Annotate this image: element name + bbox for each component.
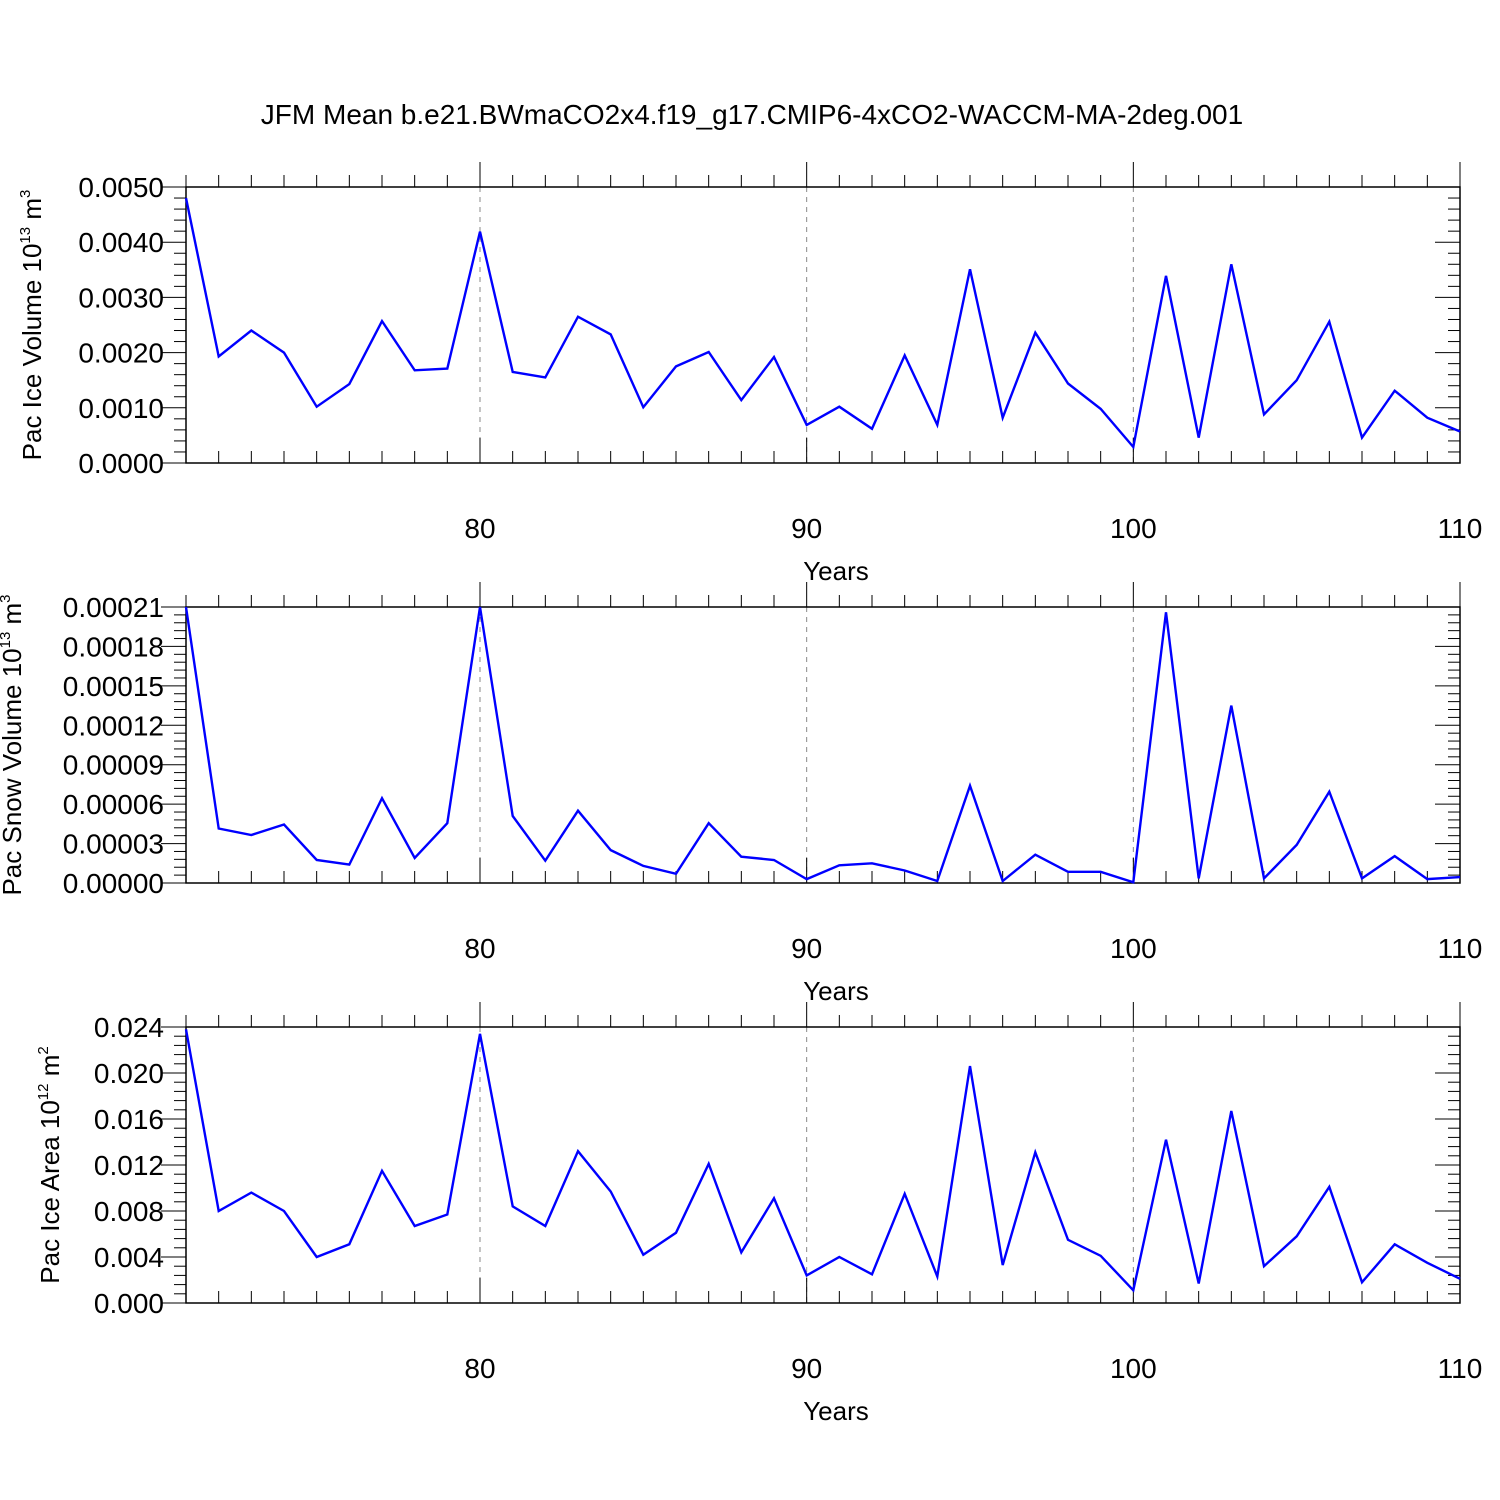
x-tick-label: 110 [1438, 513, 1483, 544]
series-line [184, 606, 1461, 884]
y-axis-label: Pac Ice Area 1012 m2 [35, 1046, 65, 1283]
y-tick-label: 0.00015 [63, 671, 164, 702]
y-tick-label: 0.0030 [78, 282, 164, 313]
x-axis-label: Years [803, 1396, 869, 1426]
y-tick-label: 0.00000 [63, 868, 164, 899]
y-tick-label: 0.0050 [78, 172, 164, 203]
y-axis-label: Pac Snow Volume 1013 m3 [0, 594, 27, 895]
x-tick-label: 90 [791, 513, 822, 544]
plot-frame [185, 606, 1461, 884]
series-line [184, 1029, 1461, 1293]
x-tick-label: 100 [1110, 1353, 1157, 1384]
y-tick-label: 0.000 [94, 1288, 164, 1319]
y-tick-label: 0.0000 [78, 448, 164, 479]
chart-panel-2: 80 90 100 110 Years 0.00000 0.00003 0.00006 0.00… [0, 582, 1482, 1006]
y-tick-label: 0.0040 [78, 227, 164, 258]
chart-title: JFM Mean b.e21.BWmaCO2x4.f19_g17.CMIP6-4… [261, 99, 1243, 130]
y-axis-label: Pac Ice Volume 1013 m3 [17, 190, 47, 461]
x-axis-label: Years [803, 976, 869, 1006]
plot-frame [185, 186, 1461, 464]
chart-panel-3: 80 90 100 110 Years 0.000 0.004 0.008 0.012 0.016… [35, 1002, 1482, 1426]
y-tick-label: 0.020 [94, 1058, 164, 1089]
y-tick-label: 0.008 [94, 1196, 164, 1227]
x-tick-label: 100 [1110, 933, 1157, 964]
x-tick-label: 90 [791, 1353, 822, 1384]
y-tick-label: 0.0010 [78, 393, 164, 424]
y-tick-label: 0.00006 [63, 789, 164, 820]
y-tick-label: 0.004 [94, 1242, 164, 1273]
y-tick-label: 0.00021 [63, 592, 164, 623]
y-tick-label: 0.024 [94, 1012, 164, 1043]
y-tick-label: 0.00009 [63, 750, 164, 781]
x-tick-label: 100 [1110, 513, 1157, 544]
y-tick-label: 0.016 [94, 1104, 164, 1135]
y-tick-label: 0.00018 [63, 631, 164, 662]
series-line [184, 197, 1461, 450]
x-tick-label: 90 [791, 933, 822, 964]
x-tick-label: 80 [464, 933, 495, 964]
x-tick-label: 80 [464, 513, 495, 544]
x-tick-label: 80 [464, 1353, 495, 1384]
chart-panel-1: 80 90 100 110 Years 0.0000 0.0010 0.0020 0.0030 0… [17, 162, 1482, 586]
x-tick-label: 110 [1438, 933, 1483, 964]
y-tick-label: 0.00003 [63, 829, 164, 860]
y-tick-label: 0.00012 [63, 710, 164, 741]
x-axis-label: Years [803, 556, 869, 586]
y-tick-label: 0.012 [94, 1150, 164, 1181]
x-tick-label: 110 [1438, 1353, 1483, 1384]
y-tick-label: 0.0020 [78, 338, 164, 369]
panels: 80 90 100 110 Years 0.0000 0.0010 0.0020 0.0030 0… [0, 162, 1482, 1426]
